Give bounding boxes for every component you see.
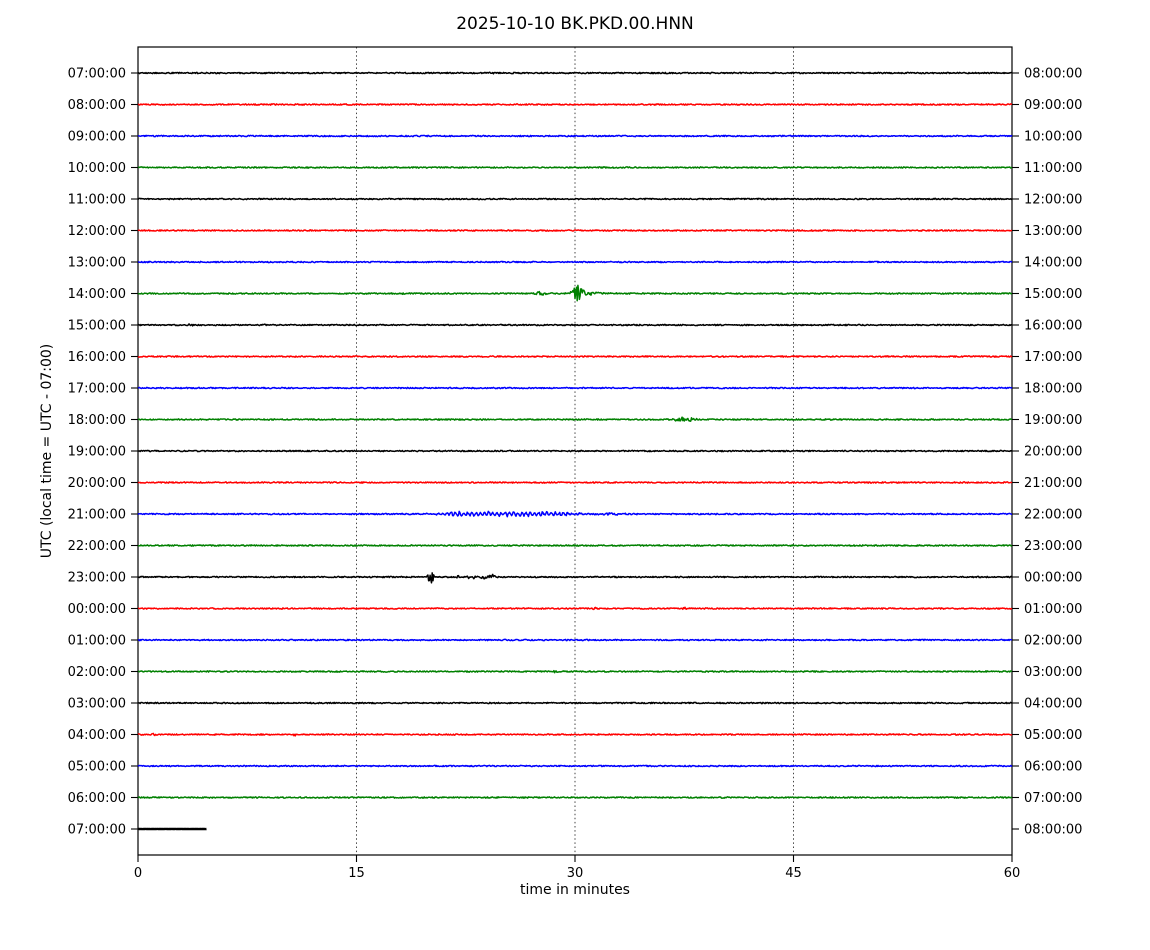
right-tick-label: 17:00:00 xyxy=(1024,350,1082,365)
left-tick-label: 00:00:00 xyxy=(68,602,126,617)
trace-row-21-040000 xyxy=(137,732,1013,737)
trace-row-23-060000 xyxy=(137,796,1013,799)
left-tick-label: 07:00:00 xyxy=(68,822,126,837)
trace-row-22-050000 xyxy=(137,764,1013,768)
left-tick-label: 15:00:00 xyxy=(68,318,126,333)
left-tick-label: 05:00:00 xyxy=(68,759,126,774)
trace-row-11-180000 xyxy=(137,416,1013,423)
left-tick-label: 19:00:00 xyxy=(68,444,126,459)
trace-row-15-220000 xyxy=(137,544,1013,547)
right-tick-label: 18:00:00 xyxy=(1024,381,1082,396)
right-tick-label: 08:00:00 xyxy=(1024,66,1082,81)
right-tick-label: 11:00:00 xyxy=(1024,161,1082,176)
right-tick-label: 15:00:00 xyxy=(1024,287,1082,302)
right-tick-label: 19:00:00 xyxy=(1024,413,1082,428)
left-tick-label: 20:00:00 xyxy=(68,476,126,491)
trace-row-20-030000 xyxy=(137,701,1013,705)
trace-row-13-200000 xyxy=(137,481,1013,484)
left-tick-label: 03:00:00 xyxy=(68,696,126,711)
trace-row-3-100000 xyxy=(137,166,1013,169)
right-tick-label: 09:00:00 xyxy=(1024,98,1082,113)
y-axis-label: UTC (local time = UTC - 07:00) xyxy=(39,343,55,559)
left-tick-label: 17:00:00 xyxy=(68,381,126,396)
left-tick-label: 10:00:00 xyxy=(68,161,126,176)
right-tick-label: 00:00:00 xyxy=(1024,570,1082,585)
right-tick-label: 10:00:00 xyxy=(1024,129,1082,144)
left-tick-label: 02:00:00 xyxy=(68,665,126,680)
left-tick-label: 21:00:00 xyxy=(68,507,126,522)
right-tick-label: 05:00:00 xyxy=(1024,728,1082,743)
trace-row-1-080000 xyxy=(137,103,1013,106)
trace-row-7-140000 xyxy=(137,284,1013,302)
right-tick-label: 16:00:00 xyxy=(1024,318,1082,333)
left-tick-label: 01:00:00 xyxy=(68,633,126,648)
right-tick-label: 07:00:00 xyxy=(1024,791,1082,806)
x-tick-label: 60 xyxy=(1004,866,1021,881)
left-tick-label: 09:00:00 xyxy=(68,129,126,144)
right-tick-label: 08:00:00 xyxy=(1024,822,1082,837)
right-tick-label: 02:00:00 xyxy=(1024,633,1082,648)
right-tick-label: 01:00:00 xyxy=(1024,602,1082,617)
trace-row-19-020000 xyxy=(137,669,1013,674)
left-tick-label: 04:00:00 xyxy=(68,728,126,743)
x-tick-label: 45 xyxy=(785,866,802,881)
trace-row-6-130000 xyxy=(137,260,1013,264)
trace-row-8-150000 xyxy=(137,323,1013,327)
left-tick-label: 06:00:00 xyxy=(68,791,126,806)
right-tick-label: 23:00:00 xyxy=(1024,539,1082,554)
trace-row-18-010000 xyxy=(137,638,1013,642)
right-tick-label: 12:00:00 xyxy=(1024,192,1082,207)
right-tick-label: 04:00:00 xyxy=(1024,696,1082,711)
trace-row-14-210000 xyxy=(137,510,1013,518)
left-tick-label: 12:00:00 xyxy=(68,224,126,239)
trace-row-10-170000 xyxy=(137,386,1013,390)
right-tick-label: 21:00:00 xyxy=(1024,476,1082,491)
right-tick-label: 22:00:00 xyxy=(1024,507,1082,522)
trace-row-9-160000 xyxy=(137,355,1013,358)
trace-row-2-090000 xyxy=(137,134,1013,138)
right-tick-label: 14:00:00 xyxy=(1024,255,1082,270)
trace-row-17-000000 xyxy=(137,606,1013,611)
left-tick-label: 22:00:00 xyxy=(68,539,126,554)
trace-row-5-120000 xyxy=(137,229,1013,232)
right-tick-label: 13:00:00 xyxy=(1024,224,1082,239)
left-tick-label: 16:00:00 xyxy=(68,350,126,365)
left-tick-label: 14:00:00 xyxy=(68,287,126,302)
left-tick-label: 11:00:00 xyxy=(68,192,126,207)
x-tick-label: 30 xyxy=(567,866,584,881)
trace-row-0-070000 xyxy=(137,71,1013,75)
left-tick-label: 08:00:00 xyxy=(68,98,126,113)
page-title: 2025-10-10 BK.PKD.00.HNN xyxy=(456,14,694,34)
x-axis-label: time in minutes xyxy=(520,882,630,898)
left-tick-label: 23:00:00 xyxy=(68,570,126,585)
right-tick-label: 03:00:00 xyxy=(1024,665,1082,680)
trace-row-4-110000 xyxy=(137,197,1013,201)
trace-row-16-230000 xyxy=(137,572,1013,584)
left-tick-label: 07:00:00 xyxy=(68,66,126,81)
right-tick-label: 20:00:00 xyxy=(1024,444,1082,459)
x-tick-label: 15 xyxy=(348,866,365,881)
trace-row-12-190000 xyxy=(137,449,1013,453)
right-tick-label: 06:00:00 xyxy=(1024,759,1082,774)
x-tick-label: 0 xyxy=(134,866,142,881)
left-tick-label: 18:00:00 xyxy=(68,413,126,428)
left-tick-label: 13:00:00 xyxy=(68,255,126,270)
